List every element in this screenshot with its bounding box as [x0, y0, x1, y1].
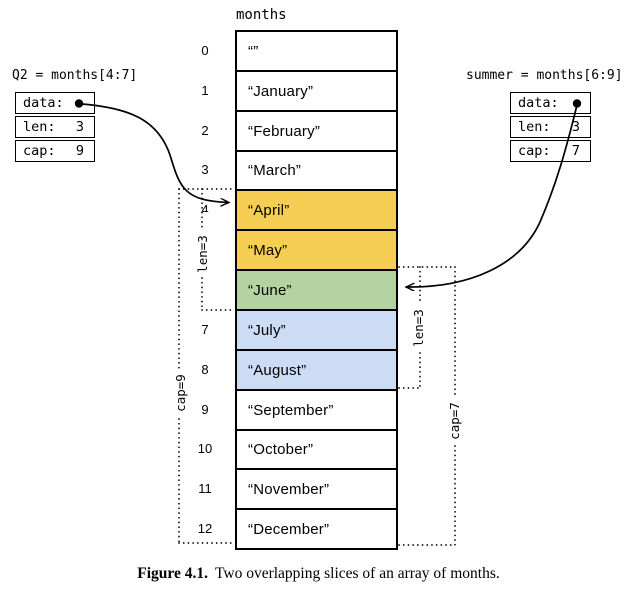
summer-data-field: data: — [510, 92, 591, 114]
array-cell-10: “October” — [235, 429, 398, 470]
array-cell-11: “November” — [235, 468, 398, 510]
figure-caption: Figure 4.1. Two overlapping slices of an … — [0, 565, 637, 583]
q2-cap-field: cap: 9 — [15, 140, 95, 162]
array-index-4: 4 — [201, 201, 209, 217]
array-cell-6: “June” — [235, 269, 398, 311]
array-index-8: 8 — [201, 361, 209, 377]
array-index-10: 10 — [197, 441, 213, 456]
figure-caption-text: Two overlapping slices of an array of mo… — [215, 565, 500, 582]
array-cell-8: “August” — [235, 349, 398, 391]
array-cell-0: “” — [235, 30, 398, 72]
field-value: 7 — [571, 143, 580, 159]
slice-q2-label: Q2 = months[4:7] — [12, 68, 138, 83]
array-cell-12: “December” — [235, 508, 398, 550]
field-value: 3 — [571, 119, 580, 135]
array-cell-7: “July” — [235, 309, 398, 351]
figure-caption-label: Figure 4.1. — [137, 565, 208, 582]
array-cell-5: “May” — [235, 229, 398, 271]
right-len-bracket-label: len=3 — [410, 286, 428, 370]
left-cap-bracket-label: cap=9 — [172, 351, 190, 435]
array-index-2: 2 — [201, 122, 209, 138]
array-cell-1: “January” — [235, 70, 398, 112]
q2-len-field: len: 3 — [15, 116, 95, 138]
field-label: data: — [23, 95, 64, 111]
array-cell-2: “February” — [235, 110, 398, 152]
field-label: len: — [518, 119, 551, 135]
summer-cap-field: cap: 7 — [510, 140, 591, 162]
slice-summer-struct: data: len: 3 cap: 7 — [510, 92, 591, 164]
field-label: cap: — [23, 143, 56, 159]
array-index-0: 0 — [201, 42, 209, 58]
array-title: months — [236, 7, 287, 23]
summer-len-field: len: 3 — [510, 116, 591, 138]
left-len-bracket-label: len=3 — [194, 212, 212, 296]
array-index-11: 11 — [198, 480, 212, 496]
field-label: len: — [23, 119, 56, 135]
array-cell-3: “March” — [235, 150, 398, 191]
field-label: cap: — [518, 143, 551, 159]
array-index-12: 12 — [197, 520, 213, 536]
array-cell-4: “April” — [235, 189, 398, 231]
field-value: 9 — [75, 143, 84, 159]
array-index-9: 9 — [201, 401, 209, 417]
right-cap-bracket-label: cap=7 — [446, 379, 464, 463]
field-label: data: — [518, 95, 559, 111]
q2-data-field: data: — [15, 92, 95, 114]
array-index-3: 3 — [201, 162, 209, 177]
slice-summer-label: summer = months[6:9] — [466, 68, 623, 83]
array-index-1: 1 — [201, 82, 209, 98]
slice-q2-struct: data: len: 3 cap: 9 — [15, 92, 95, 164]
array-index-7: 7 — [201, 321, 209, 337]
array-cell-9: “September” — [235, 389, 398, 431]
field-value: 3 — [75, 119, 84, 135]
